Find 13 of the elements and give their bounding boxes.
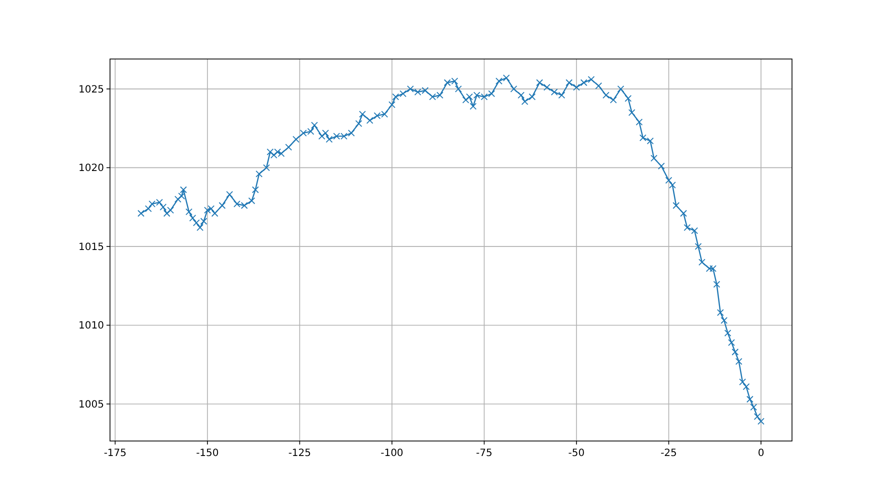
x-tick-label: -100 — [380, 448, 404, 459]
x-tick-label: 0 — [758, 448, 764, 459]
y-tick-label: 1015 — [78, 242, 104, 253]
x-tick-label: -175 — [104, 448, 127, 459]
y-tick-label: 1010 — [78, 320, 104, 332]
x-tick-label: -25 — [660, 448, 677, 459]
x-tick-label: -75 — [476, 448, 492, 459]
x-tick-label: -50 — [568, 448, 585, 459]
y-tick-label: 1005 — [78, 399, 104, 410]
y-tick-label: 1020 — [78, 163, 104, 174]
y-tick-label: 1025 — [78, 84, 104, 96]
x-tick-label: -150 — [196, 448, 219, 459]
x-tick-label: -125 — [288, 448, 312, 459]
